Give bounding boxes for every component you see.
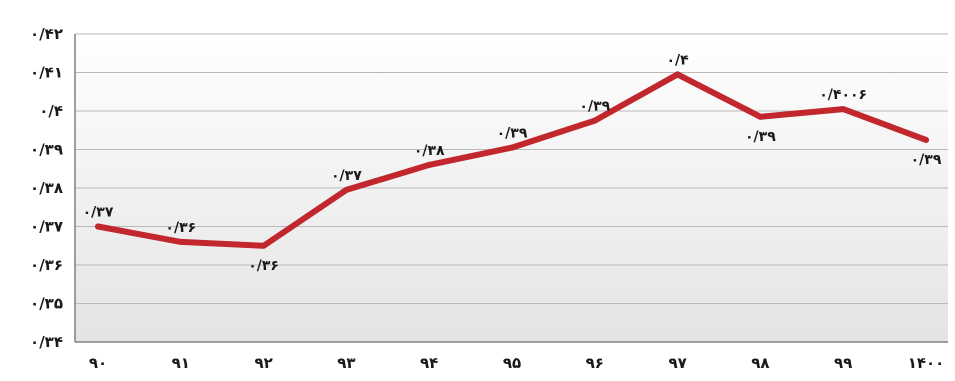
x-tick-label: ۹۷ [668,354,686,372]
y-axis-tick-labels: ۰/۳۴ ۰/۳۵ ۰/۳۶ ۰/۳۷ ۰/۳۸ ۰/۳۹ ۰/۴ ۰/۴۱ ۰/۴۲ [30,25,63,351]
data-point [840,106,847,113]
x-axis-tick-labels: ۹۰ ۹۱ ۹۲ ۹۳ ۹۴ ۹۵ ۹۶ ۹۷ ۹۸ ۹۹ ۱۴۰۰ [89,354,944,372]
data-label: ۰/۳۶ [165,220,196,236]
data-point [509,144,515,151]
x-tick-label: ۹۱ [172,354,190,372]
y-tick-label: ۰/۳۴ [30,333,63,351]
data-label: ۰/۳۹ [579,99,610,115]
data-label: ۰/۳۹ [911,152,942,168]
y-tick-label: ۰/۳۷ [30,218,63,236]
data-point [177,238,184,245]
x-tick-label: ۹۳ [337,354,355,372]
data-point [674,71,681,78]
data-point [260,242,267,249]
data-label: ۰/۳۹ [497,126,528,142]
data-point [923,136,929,143]
data-labels: ۰/۳۷ ۰/۳۶ ۰/۳۶ ۰/۳۷ ۰/۳۸ ۰/۳۹ ۰/۳۹ ۰/۴ ۰/۳۹ ۰/۴۰۰… [83,52,942,273]
x-tick-label: ۱۴۰۰ [908,354,945,372]
data-label: ۰/۴۰۰۶ [819,87,867,103]
y-tick-label: ۰/۴۲ [30,25,63,43]
y-tick-label: ۰/۳۹ [30,141,63,159]
x-tick-label: ۹۴ [420,354,438,372]
data-label: ۰/۴ [666,52,689,68]
x-tick-label: ۹۹ [834,354,852,372]
y-tick-label: ۰/۴۱ [30,64,63,82]
data-label: ۰/۳۸ [414,143,445,159]
data-label: ۰/۳۷ [331,168,362,184]
x-tick-label: ۹۵ [503,354,521,372]
data-point [591,117,598,124]
y-tick-label: ۰/۳۶ [30,256,63,274]
data-label: ۰/۳۹ [745,129,776,145]
y-tick-label: ۰/۳۵ [30,295,63,313]
series-line-group [95,71,929,249]
data-point [757,113,764,120]
x-tick-label: ۹۰ [89,354,107,372]
y-tick-label: ۰/۳۸ [30,179,63,197]
data-label: ۰/۳۶ [248,258,279,274]
y-tick-label: ۰/۴ [39,102,63,120]
axes [74,34,948,343]
data-label: ۰/۳۷ [83,205,114,221]
x-tick-label: ۹۸ [751,354,769,372]
data-point [343,186,350,193]
data-point [426,161,433,168]
data-point [95,223,101,230]
x-tick-label: ۹۲ [254,354,272,372]
x-tick-label: ۹۶ [586,354,604,372]
